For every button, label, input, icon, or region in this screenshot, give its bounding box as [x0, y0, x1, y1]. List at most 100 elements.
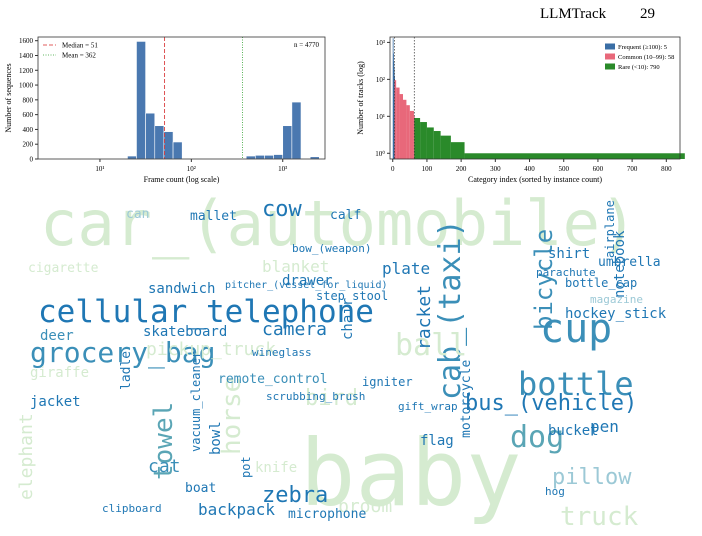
- y-tick-label: 400: [23, 126, 34, 134]
- running-title: LLMTrack: [540, 6, 607, 22]
- legend-label: Median = 51: [62, 42, 98, 50]
- word: boat: [185, 481, 216, 496]
- x-tick-label: 600: [593, 165, 604, 173]
- bar: [291, 101, 302, 160]
- word: drawer: [282, 273, 333, 289]
- x-tick-label: 300: [490, 165, 501, 173]
- word: flag: [420, 433, 454, 449]
- legend-label: Mean = 362: [62, 52, 96, 60]
- word-cloud: car_(automobile)baby cellular_telephone cu…: [16, 187, 667, 532]
- word: bottle_cap: [565, 276, 637, 290]
- x-tick-label: 700: [627, 165, 638, 173]
- word: bottle: [518, 365, 634, 403]
- bar: [402, 99, 407, 159]
- word: jacket: [30, 394, 81, 410]
- x-tick-label: 200: [456, 165, 467, 173]
- word: hockey_stick: [565, 306, 667, 322]
- bar: [255, 155, 265, 160]
- word: ball: [395, 328, 467, 363]
- bar: [273, 154, 284, 160]
- word: car_(automobile): [40, 187, 637, 260]
- x-tick-label: 800: [661, 165, 672, 173]
- word: calf: [330, 208, 361, 223]
- word: mallet: [190, 209, 237, 224]
- legend-swatch: [605, 43, 615, 50]
- y-tick-label: 1400: [19, 52, 34, 60]
- word: towel: [149, 402, 179, 480]
- word: wineglass: [252, 346, 312, 359]
- bar: [399, 94, 403, 159]
- annotation: n = 4770: [294, 41, 319, 49]
- word: hog: [545, 485, 565, 498]
- plot-frame: [389, 36, 681, 160]
- bar: [426, 127, 434, 159]
- bar: [433, 131, 441, 159]
- bar: [450, 142, 465, 159]
- y-tick-label: 10³: [376, 39, 385, 47]
- word: parachute: [536, 266, 596, 279]
- word: camera: [262, 319, 327, 340]
- bar: [264, 155, 274, 160]
- bar: [282, 125, 293, 160]
- bar: [172, 141, 183, 160]
- histogram-chart: Median = 51 Mean = 362 n = 4770 10¹ 10² 10³ 0 2…: [4, 36, 326, 184]
- word: backpack: [198, 500, 275, 519]
- y-tick-label: 1200: [19, 67, 34, 75]
- word: notebook: [612, 230, 628, 298]
- bar: [396, 87, 400, 159]
- word: remote_control: [218, 372, 328, 387]
- word: umbrella: [598, 255, 661, 270]
- legend-swatch: [605, 53, 615, 60]
- y-tick-label: 600: [23, 111, 34, 119]
- word: dog: [510, 420, 564, 455]
- bar: [245, 155, 256, 160]
- y-tick-label: 10⁰: [375, 150, 385, 158]
- y-tick-label: 200: [23, 141, 34, 149]
- word: microphone: [288, 507, 366, 522]
- y-tick-label: 10²: [376, 76, 385, 84]
- bar: [163, 131, 174, 160]
- plot-frame: [37, 36, 326, 160]
- page-number: 29: [640, 6, 655, 22]
- word: grocery_bag: [30, 336, 215, 370]
- bar: [154, 125, 165, 160]
- x-tick-label: 10¹: [95, 165, 104, 173]
- word: bird: [305, 386, 358, 411]
- word: skateboard: [143, 324, 227, 340]
- word: giraffe: [30, 365, 89, 381]
- bar: [406, 105, 410, 159]
- x-tick-label: 10²: [187, 165, 196, 173]
- y-tick-label: 800: [23, 96, 34, 104]
- word: pot: [239, 456, 253, 478]
- word: sandwich: [148, 281, 215, 297]
- word: deer: [40, 328, 74, 344]
- word: racket: [414, 285, 435, 350]
- y-axis-label: Number of sequences: [4, 63, 13, 132]
- x-axis-label: Category index (sorted by instance count…: [468, 175, 602, 184]
- legend-swatch: [605, 63, 615, 70]
- bar: [394, 80, 397, 159]
- bar: [414, 118, 421, 159]
- bar: [420, 122, 427, 159]
- word: cup: [540, 306, 612, 352]
- y-tick-label: 0: [30, 156, 34, 164]
- word: can: [126, 207, 149, 222]
- word: motorcycle: [459, 360, 474, 438]
- word: vacuum_cleaner: [189, 351, 203, 452]
- word: bucket: [548, 423, 599, 439]
- word: elephant: [16, 413, 37, 500]
- word: blanket: [262, 257, 329, 276]
- bar: [440, 135, 451, 159]
- word: bow_(weapon): [292, 242, 371, 255]
- word: pickup_truck: [146, 339, 276, 360]
- bar: [409, 110, 414, 159]
- legend-label: Frequent (≥100): 5: [618, 44, 667, 51]
- word: pillow: [552, 465, 632, 490]
- word: igniter: [362, 375, 413, 389]
- word: shirt: [548, 246, 590, 262]
- word: scrubbing_brush: [266, 390, 365, 403]
- word: gift_wrap: [398, 400, 458, 413]
- word: step_stool: [316, 289, 388, 303]
- word: zebra: [262, 483, 328, 508]
- x-tick-label: 400: [524, 165, 535, 173]
